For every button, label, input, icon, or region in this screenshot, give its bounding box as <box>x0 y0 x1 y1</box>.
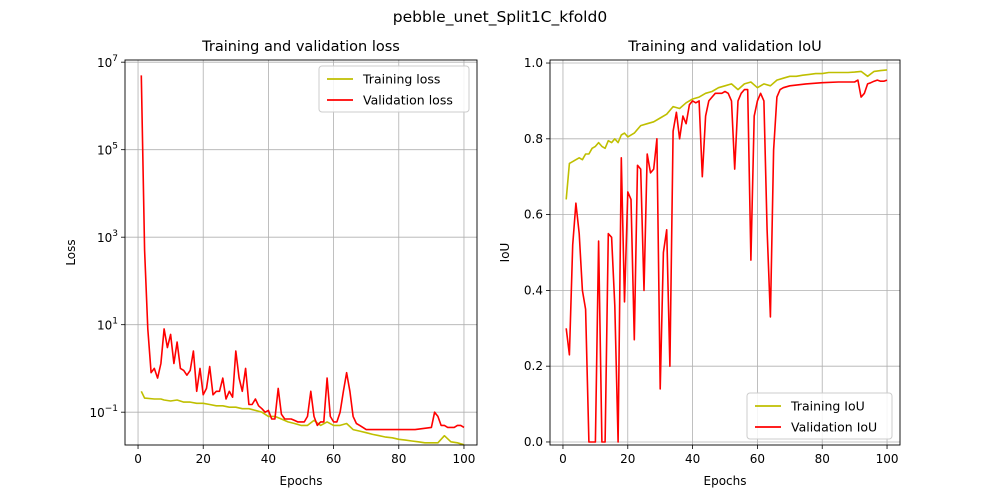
loss-y-tick-label: 103 <box>97 229 118 245</box>
iou-x-tick-label: 80 <box>815 452 830 466</box>
iou-y-axis-label: IoU <box>498 243 512 263</box>
iou-x-tick-label: 60 <box>750 452 765 466</box>
iou-axes-frame <box>549 59 901 446</box>
loss-x-tick-label: 100 <box>453 452 476 466</box>
iou-x-tick-label: 40 <box>685 452 700 466</box>
training-iou-legend-label: Training IoU <box>790 399 865 414</box>
iou-chart-title: Training and validation IoU <box>627 39 821 55</box>
loss-x-tick-label: 80 <box>391 452 406 466</box>
iou-y-tick-label: 0.2 <box>524 359 543 373</box>
validation-loss-legend-label: Validation loss <box>363 93 453 108</box>
iou-y-tick-label: 0.4 <box>524 283 543 297</box>
iou-panel: 0 20 40 60 80 100 0.0 0.2 0.4 0.6 0.8 1.0 Training a… <box>498 39 901 488</box>
validation-loss-line <box>140 75 465 431</box>
iou-x-axis-label: Epochs <box>704 474 747 488</box>
loss-chart-title: Training and validation loss <box>201 39 400 55</box>
validation-iou-legend-label: Validation IoU <box>791 420 877 435</box>
loss-legend <box>318 65 470 113</box>
iou-y-tick-label: 0.0 <box>524 435 543 449</box>
iou-y-tick-label: 0.8 <box>524 132 543 146</box>
iou-legend <box>746 392 893 440</box>
loss-axes-frame <box>124 59 478 446</box>
loss-x-axis-label: Epochs <box>280 474 323 488</box>
training-iou-line <box>565 69 888 200</box>
loss-y-tick-label: 105 <box>97 142 118 158</box>
iou-x-tick-label: 20 <box>620 452 635 466</box>
validation-iou-line <box>565 79 888 443</box>
loss-x-tick-label: 20 <box>196 452 211 466</box>
iou-x-tick-label: 0 <box>559 452 567 466</box>
loss-x-tick-label: 0 <box>134 452 142 466</box>
training-loss-legend-label: Training loss <box>362 72 440 87</box>
loss-panel: 0 20 40 60 80 100 10−1 101 103 105 107 Training and… <box>64 39 478 488</box>
loss-x-tick-label: 60 <box>326 452 341 466</box>
figure-suptitle: pebble_unet_Split1C_kfold0 <box>393 8 607 27</box>
training-loss-line <box>140 390 465 445</box>
loss-y-axis-label: Loss <box>64 239 78 265</box>
loss-x-tick-label: 40 <box>261 452 276 466</box>
loss-y-tick-label: 10−1 <box>89 404 118 420</box>
iou-y-tick-label: 1.0 <box>524 56 543 70</box>
iou-x-tick-label: 100 <box>876 452 899 466</box>
iou-y-tick-label: 0.6 <box>524 208 543 222</box>
loss-y-tick-label: 101 <box>97 317 118 333</box>
loss-y-tick-label: 107 <box>97 54 118 70</box>
